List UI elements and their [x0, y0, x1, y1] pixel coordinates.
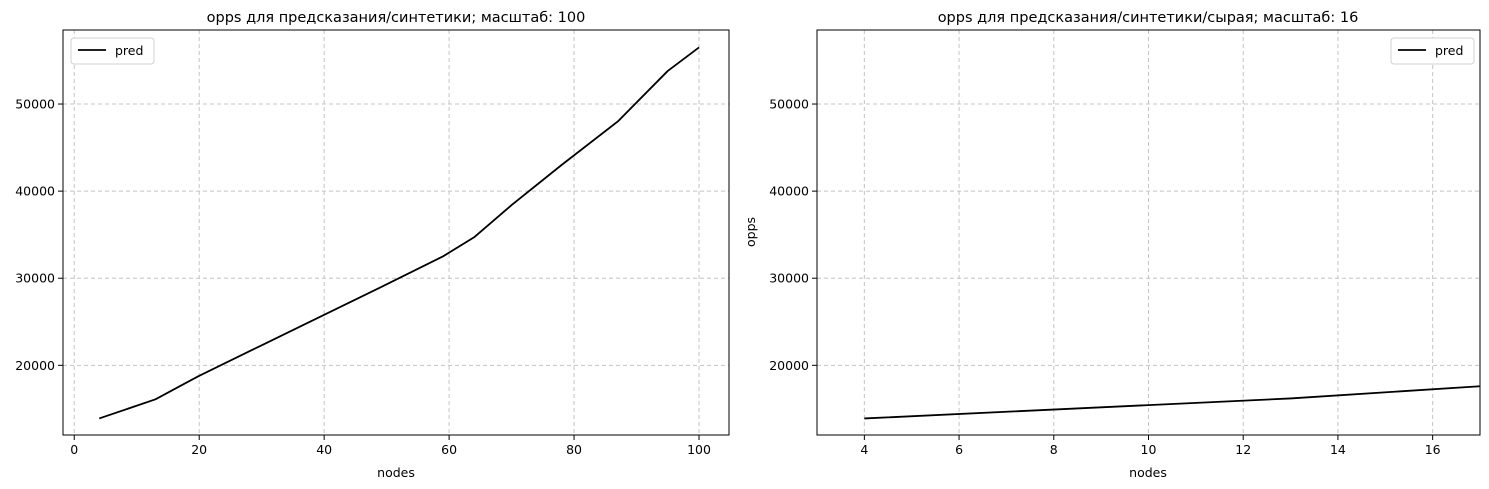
y-tick-label: 50000 [769, 97, 809, 112]
x-tick-label: 14 [1330, 442, 1346, 457]
x-tick-label: 12 [1235, 442, 1251, 457]
x-tick-label: 8 [1050, 442, 1058, 457]
legend-label-pred: pred [115, 43, 143, 58]
x-tick-label: 20 [191, 442, 207, 457]
x-tick-label: 60 [441, 442, 457, 457]
y-tick-label: 30000 [15, 271, 55, 286]
x-tick-label: 6 [955, 442, 963, 457]
y-tick-label: 20000 [15, 358, 55, 373]
x-tick-label: 40 [316, 442, 332, 457]
chart-left-xlabel: nodes [377, 465, 415, 480]
series-line-pred [98, 46, 700, 420]
legend-label-pred: pred [1435, 43, 1463, 58]
chart-right-ticks: 4 6 8 10 12 14 16 20000 30000 40000 50000 [769, 97, 1440, 457]
legend-box [70, 37, 155, 65]
chart-right-legend: pred [1390, 37, 1475, 65]
x-tick-label: 100 [687, 442, 711, 457]
series-line-pred [864, 385, 1480, 420]
chart-left-title: opps для предсказания/синтетики; масштаб… [207, 10, 586, 26]
chart-right-title: opps для предсказания/синтетики/сырая; м… [938, 10, 1359, 26]
chart-right-xlabel: nodes [1129, 465, 1167, 480]
chart-left-frame [62, 29, 730, 436]
x-tick-label: 10 [1141, 442, 1157, 457]
chart-right-ylabel: opps [743, 217, 758, 247]
legend-box [1390, 37, 1475, 65]
x-tick-label: 16 [1425, 442, 1441, 457]
chart-right-grid [817, 30, 1480, 435]
y-tick-label: 30000 [769, 271, 809, 286]
chart-left-grid [63, 30, 729, 435]
y-tick-label: 40000 [15, 184, 55, 199]
y-tick-label: 20000 [769, 358, 809, 373]
chart-left-lines [98, 46, 700, 420]
x-tick-label: 0 [70, 442, 78, 457]
x-tick-label: 80 [566, 442, 582, 457]
chart-left: opps для предсказания/синтетики; масштаб… [15, 10, 730, 480]
chart-left-legend: pred [70, 37, 155, 65]
y-tick-label: 50000 [15, 97, 55, 112]
x-tick-label: 4 [860, 442, 868, 457]
chart-left-ticks: 0 20 40 60 80 100 20000 30000 40000 50000 [15, 97, 711, 457]
chart-right-lines [864, 385, 1480, 420]
chart-right: opps для предсказания/синтетики/сырая; м… [743, 10, 1481, 480]
y-tick-label: 40000 [769, 184, 809, 199]
